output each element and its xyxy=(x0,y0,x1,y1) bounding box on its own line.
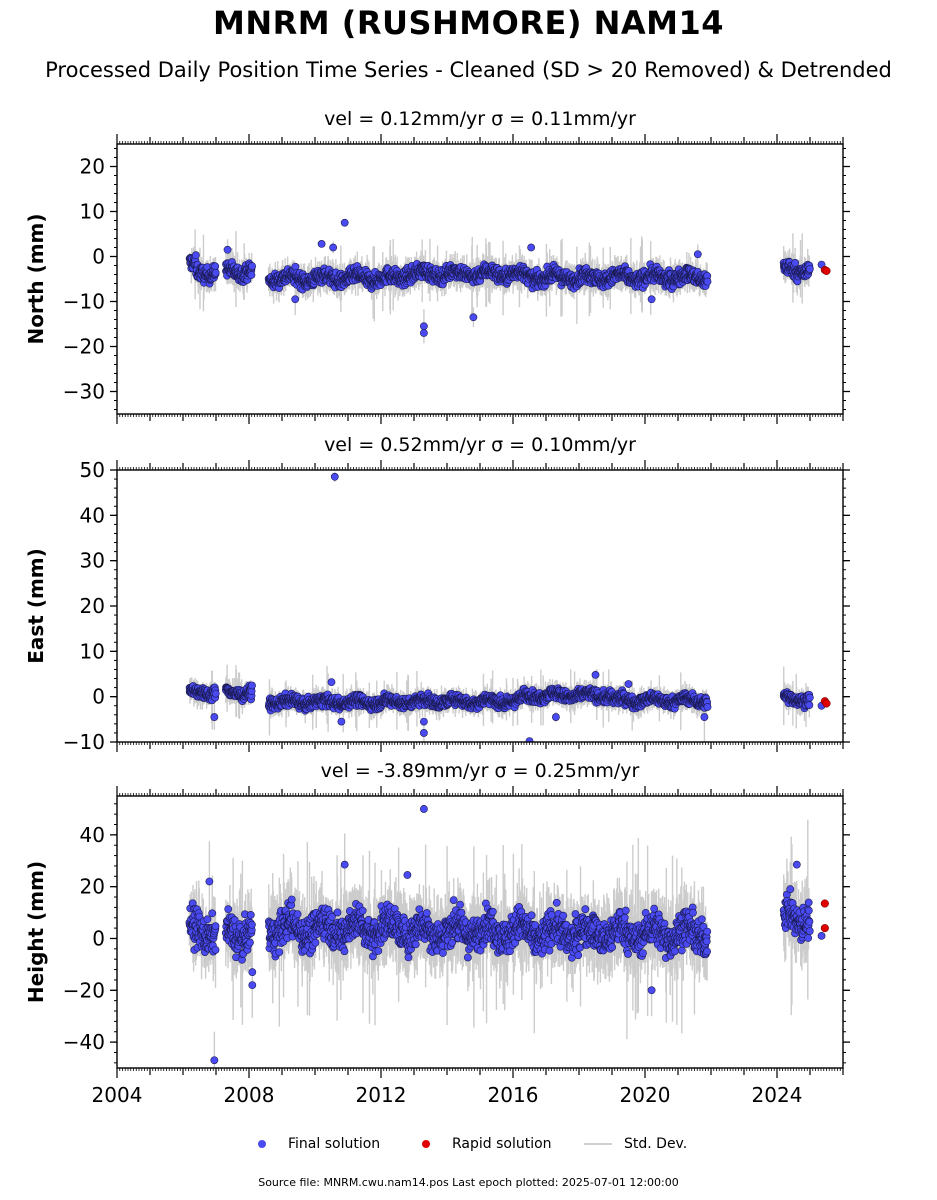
final-point xyxy=(419,329,428,337)
final-point xyxy=(248,262,256,270)
final-point xyxy=(693,250,702,259)
final-point xyxy=(340,218,349,227)
panel-north: vel = 0.12mm/yr σ = 0.11mm/yr North (mm) 2… xyxy=(24,108,850,424)
ytick-label: −30 xyxy=(63,380,105,404)
rapid-point xyxy=(822,266,831,275)
final-point xyxy=(223,245,232,254)
ylabel-north: North (mm) xyxy=(24,213,48,344)
final-points-east xyxy=(185,472,826,742)
ytick-label: −10 xyxy=(63,290,105,314)
final-point xyxy=(211,689,220,698)
final-point xyxy=(191,251,200,260)
ytick-label: −20 xyxy=(63,335,105,359)
rapid-points-north xyxy=(820,265,831,275)
final-point xyxy=(527,243,536,252)
page-subtitle: Processed Daily Position Time Series - C… xyxy=(45,58,892,82)
final-point xyxy=(211,268,220,277)
final-point xyxy=(791,259,800,267)
final-point xyxy=(805,265,814,273)
final-point xyxy=(291,295,300,304)
page-title: MNRM (RUSHMORE) NAM14 xyxy=(212,4,725,42)
final-points-north xyxy=(185,218,826,337)
plot-area-east xyxy=(185,471,831,742)
ytick-label: 10 xyxy=(80,200,105,224)
final-point xyxy=(329,243,338,252)
ytick-label: 0 xyxy=(92,245,105,269)
final-point xyxy=(211,262,220,271)
final-point xyxy=(469,313,478,322)
final-point xyxy=(247,271,256,279)
final-point xyxy=(703,277,712,286)
final-point xyxy=(248,681,256,690)
plot-area-north xyxy=(185,218,831,344)
final-point xyxy=(419,322,428,331)
panel-title-east: vel = 0.52mm/yr σ = 0.10mm/yr xyxy=(324,434,636,456)
panel-title-north: vel = 0.12mm/yr σ = 0.11mm/yr xyxy=(324,108,636,130)
final-point xyxy=(647,295,656,304)
final-point xyxy=(317,239,326,248)
ylabel-east: East (mm) xyxy=(24,548,48,664)
ytick-label: 20 xyxy=(80,155,105,179)
final-point xyxy=(291,262,300,271)
